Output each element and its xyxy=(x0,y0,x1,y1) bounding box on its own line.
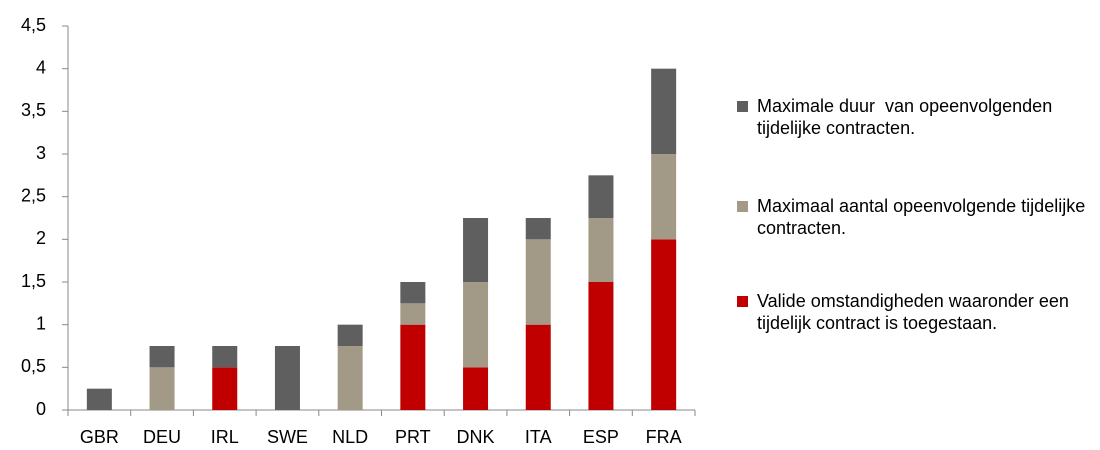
bar-segment xyxy=(463,367,489,410)
bar-segment xyxy=(651,68,677,154)
x-tick-label: DEU xyxy=(143,427,181,447)
bar-segment xyxy=(149,346,175,368)
legend-swatch xyxy=(737,296,748,307)
bar-segment xyxy=(212,346,238,368)
bar-segment xyxy=(149,367,175,410)
bar-segment xyxy=(588,218,614,282)
y-tick-label: 0 xyxy=(36,399,46,419)
y-tick-label: 3,5 xyxy=(21,100,46,120)
legend-label: Maximale duur van opeenvolgenden tijdeli… xyxy=(757,96,1058,138)
legend-swatch xyxy=(737,101,748,112)
y-tick-label: 2 xyxy=(36,228,46,248)
legend-label: Valide omstandigheden waaronder een tijd… xyxy=(757,291,1074,333)
y-tick-label: 3 xyxy=(36,143,46,163)
bar-segment xyxy=(400,282,426,304)
bar-segment xyxy=(525,218,551,240)
bar-segment xyxy=(400,324,426,410)
legend-entry: Valide omstandigheden waaronder een tijd… xyxy=(737,290,1100,334)
y-tick-label: 2,5 xyxy=(21,185,46,205)
bar-segment xyxy=(274,346,300,410)
x-tick-label: SWE xyxy=(267,427,308,447)
bar-segment xyxy=(651,239,677,410)
bar-segment xyxy=(525,239,551,325)
y-tick-label: 4 xyxy=(36,57,46,77)
bar-segment xyxy=(400,303,426,325)
bar-segment xyxy=(525,324,551,410)
bar-segment xyxy=(588,175,614,218)
bar-segment xyxy=(651,154,677,240)
x-tick-label: DNK xyxy=(457,427,495,447)
y-tick-label: 4,5 xyxy=(21,15,46,35)
legend-label: Maximaal aantal opeenvolgende tijdelijke… xyxy=(757,196,1091,238)
x-tick-label: IRL xyxy=(211,427,239,447)
y-tick-label: 0,5 xyxy=(21,356,46,376)
x-tick-label: PRT xyxy=(395,427,431,447)
x-tick-label: NLD xyxy=(332,427,368,447)
bar-segment xyxy=(86,388,112,410)
legend-entry: Maximale duur van opeenvolgenden tijdeli… xyxy=(737,95,1100,139)
y-tick-label: 1 xyxy=(36,313,46,333)
x-tick-label: FRA xyxy=(646,427,682,447)
x-tick-label: GBR xyxy=(80,427,119,447)
y-tick-label: 1,5 xyxy=(21,271,46,291)
bar-segment xyxy=(463,282,489,368)
bar-segment xyxy=(212,367,238,410)
legend-entry: Maximaal aantal opeenvolgende tijdelijke… xyxy=(737,195,1100,239)
bar-segment xyxy=(588,282,614,410)
bar-segment xyxy=(337,346,363,410)
x-tick-label: ITA xyxy=(525,427,552,447)
legend-swatch xyxy=(737,201,748,212)
bar-segment xyxy=(337,324,363,346)
bar-segment xyxy=(463,218,489,282)
x-tick-label: ESP xyxy=(583,427,619,447)
